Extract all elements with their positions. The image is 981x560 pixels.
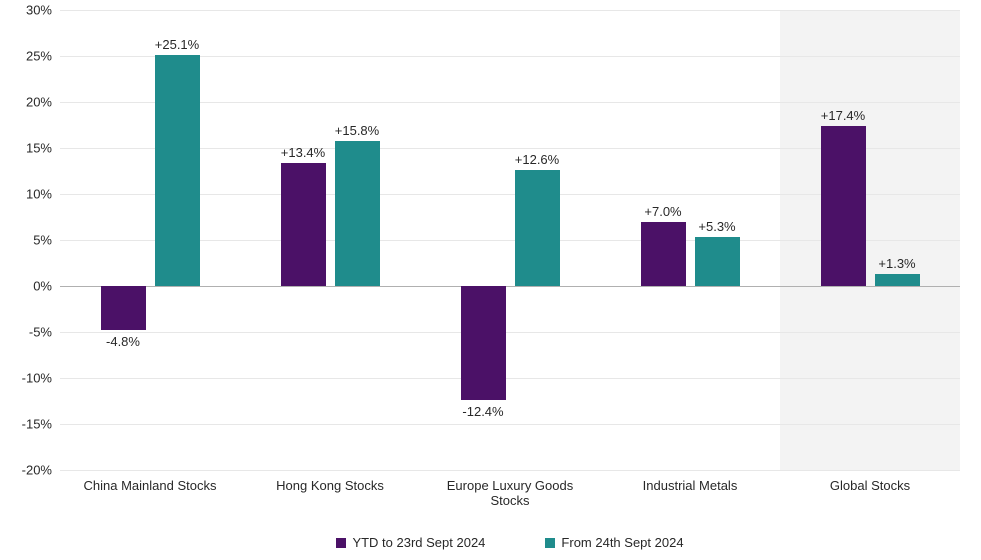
plot-area: -20%-15%-10%-5%0%5%10%15%20%25%30%-4.8%+… [60, 10, 960, 470]
x-axis-tick-label: Global Stocks [789, 470, 951, 493]
legend-label: YTD to 23rd Sept 2024 [352, 535, 485, 550]
legend-item: YTD to 23rd Sept 2024 [336, 535, 485, 550]
bar-from [155, 55, 200, 286]
zero-line [60, 286, 960, 287]
bar-value-label: +7.0% [644, 204, 681, 219]
x-axis-tick-label: Hong Kong Stocks [249, 470, 411, 493]
x-axis-tick-label: China Mainland Stocks [69, 470, 231, 493]
bar-value-label: +17.4% [821, 108, 865, 123]
bar-from [875, 274, 920, 286]
y-axis-tick-label: 30% [26, 3, 60, 18]
y-axis-tick-label: 10% [26, 187, 60, 202]
y-axis-tick-label: 0% [33, 279, 60, 294]
bar-value-label: +1.3% [878, 256, 915, 271]
bar-value-label: +5.3% [698, 219, 735, 234]
gridline [60, 10, 960, 11]
y-axis-tick-label: -10% [22, 371, 60, 386]
chart-container: -20% -15% -10% -5% 0% 5% 10% 15% 20% 25% 30% -4.8% +… [0, 0, 981, 560]
gridline [60, 424, 960, 425]
bar-ytd [641, 222, 686, 286]
gridline [60, 332, 960, 333]
bar-value-label: -12.4% [462, 404, 503, 419]
legend-swatch [336, 538, 346, 548]
legend-item: From 24th Sept 2024 [545, 535, 683, 550]
y-axis-tick-label: 20% [26, 95, 60, 110]
bar-ytd [101, 286, 146, 330]
bar-value-label: +12.6% [515, 152, 559, 167]
y-axis-tick-label: 25% [26, 49, 60, 64]
bar-value-label: +13.4% [281, 145, 325, 160]
y-axis-tick-label: -20% [22, 463, 60, 478]
bar-value-label: +25.1% [155, 37, 199, 52]
y-axis-tick-label: -15% [22, 417, 60, 432]
y-axis-tick-label: 15% [26, 141, 60, 156]
legend: YTD to 23rd Sept 2024 From 24th Sept 2024 [60, 535, 960, 550]
bar-from [695, 237, 740, 286]
bar-from [335, 141, 380, 286]
y-axis-tick-label: -5% [29, 325, 60, 340]
bar-ytd [461, 286, 506, 400]
x-axis-tick-label: Europe Luxury Goods Stocks [429, 470, 591, 508]
y-axis-tick-label: 5% [33, 233, 60, 248]
bar-ytd [821, 126, 866, 286]
legend-swatch [545, 538, 555, 548]
bar-from [515, 170, 560, 286]
bar-value-label: -4.8% [106, 334, 140, 349]
bar-value-label: +15.8% [335, 123, 379, 138]
bar-ytd [281, 163, 326, 286]
gridline [60, 378, 960, 379]
x-axis-tick-label: Industrial Metals [609, 470, 771, 493]
legend-label: From 24th Sept 2024 [561, 535, 683, 550]
